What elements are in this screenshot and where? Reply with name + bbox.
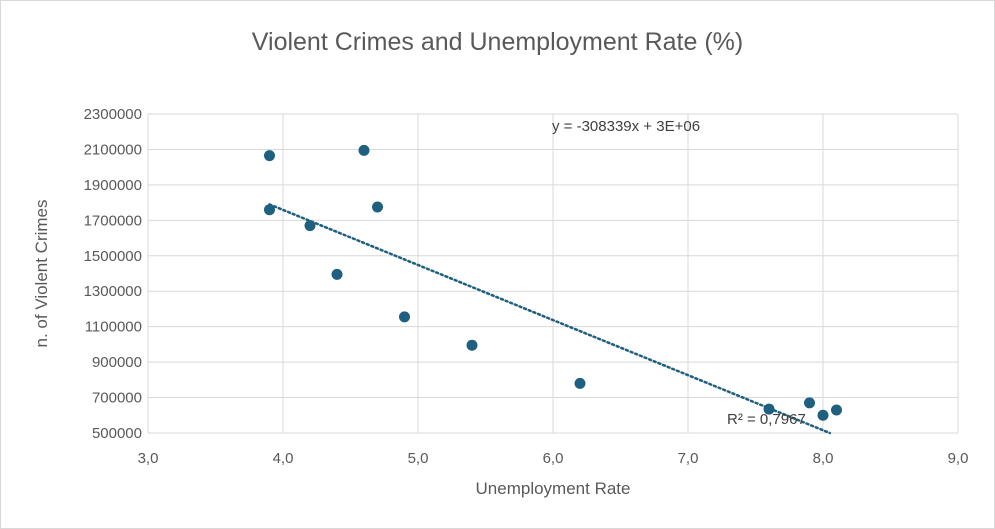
data-point [466,339,478,351]
x-axis-ticks: 3,0 4,0 5,0 6,0 7,0 8,0 9,0 [138,450,969,467]
gridlines [147,113,959,434]
y-tick-label: 1900000 [84,177,142,194]
y-tick-label: 2100000 [84,141,142,158]
data-point [831,404,842,416]
data-point [574,377,586,389]
data-point [358,144,370,156]
y-axis-ticks: 500000 700000 900000 1100000 1300000 1500000 1… [84,106,142,442]
y-tick-label: 900000 [92,354,142,371]
data-point [817,409,829,421]
x-tick-label: 7,0 [678,450,699,467]
data-point [399,311,410,323]
x-tick-label: 4,0 [273,450,294,467]
x-axis-title: Unemployment Rate [476,479,631,498]
chart-title: Violent Crimes and Unemployment Rate (%) [251,28,744,56]
data-point [304,220,316,232]
y-tick-label: 2300000 [84,106,142,123]
y-tick-label: 500000 [92,425,142,442]
data-point [264,204,275,216]
y-tick-label: 1500000 [84,248,142,265]
data-point [763,403,775,415]
x-tick-label: 5,0 [408,450,429,467]
y-tick-label: 700000 [92,390,142,407]
y-tick-label: 1300000 [84,283,142,300]
y-tick-label: 1100000 [85,319,142,336]
data-point [804,397,815,409]
data-point [331,268,343,280]
x-tick-label: 3,0 [138,450,159,467]
trendline-equation: y = -308339x + 3E+06 [552,118,700,135]
x-tick-label: 8,0 [813,450,834,467]
y-tick-label: 1700000 [84,212,142,229]
trendline-group [268,203,831,435]
data-point [264,150,275,162]
data-point [372,201,383,213]
x-tick-label: 6,0 [543,450,564,467]
r-squared-label: R² = 0,7967 [727,411,806,428]
data-points [264,144,842,421]
trendline [268,203,831,435]
y-axis-title: n. of Violent Crimes [32,199,51,347]
x-tick-label: 9,0 [948,450,969,467]
